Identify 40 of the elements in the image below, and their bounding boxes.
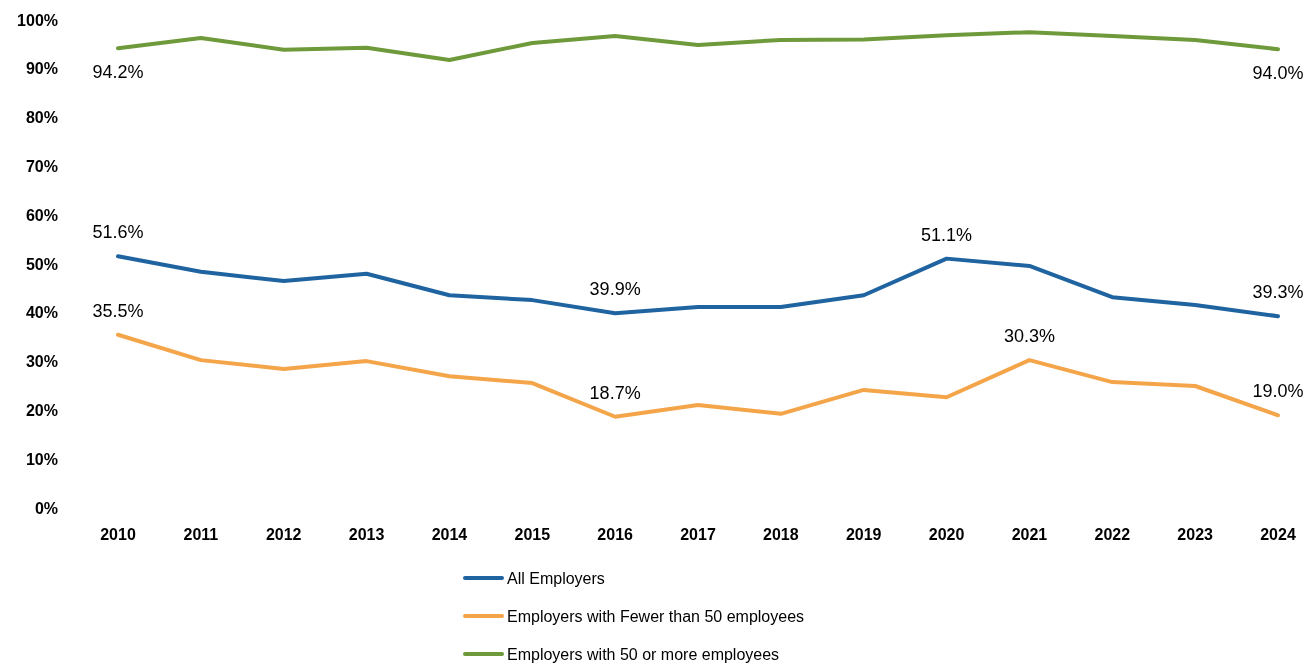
y-tick-label: 40%: [25, 304, 58, 322]
y-tick-label: 60%: [25, 206, 58, 224]
y-tick-label: 30%: [25, 353, 58, 371]
x-tick-label: 2015: [514, 526, 551, 543]
data-label: 51.6%: [92, 222, 144, 243]
y-tick-label: 80%: [25, 109, 58, 127]
y-tick-label: 100%: [17, 11, 58, 29]
data-label: 94.2%: [92, 62, 144, 83]
x-tick-label: 2011: [183, 526, 219, 543]
x-tick-label: 2024: [1260, 526, 1296, 543]
x-tick-label: 2010: [100, 526, 136, 543]
y-tick-label: 50%: [25, 255, 58, 273]
x-tick-label: 2013: [348, 526, 385, 543]
data-label: 94.0%: [1252, 63, 1304, 84]
y-tick-label: 20%: [25, 402, 58, 419]
data-label: 19.0%: [1252, 381, 1304, 402]
line-series: [116, 30, 1280, 63]
data-label: 51.1%: [921, 224, 973, 245]
legend-label: All Employers: [507, 569, 605, 587]
x-tick-label: 2017: [680, 526, 716, 543]
x-tick-label: 2016: [597, 526, 634, 543]
x-tick-label: 2019: [845, 526, 882, 543]
x-tick-label: 2021: [1011, 526, 1048, 543]
legend-label: Employers with Fewer than 50 employees: [507, 607, 805, 625]
x-tick-label: 2023: [1177, 526, 1214, 543]
y-tick-label: 10%: [25, 450, 58, 468]
data-label: 30.3%: [1003, 326, 1055, 347]
x-tick-label: 2018: [763, 526, 799, 543]
data-label: 39.3%: [1252, 282, 1304, 303]
y-tick-label: 90%: [25, 60, 58, 78]
data-label: 18.7%: [589, 382, 641, 403]
x-tick-label: 2020: [928, 526, 965, 543]
legend-label: Employers with 50 or more employees: [507, 645, 780, 663]
data-label: 35.5%: [92, 300, 144, 321]
x-tick-label: 2012: [265, 526, 302, 543]
y-tick-label: 70%: [25, 158, 58, 175]
data-label: 39.9%: [589, 279, 641, 300]
y-tick-label: 0%: [34, 499, 58, 517]
x-tick-label: 2014: [431, 526, 468, 543]
x-tick-label: 2022: [1094, 526, 1131, 543]
